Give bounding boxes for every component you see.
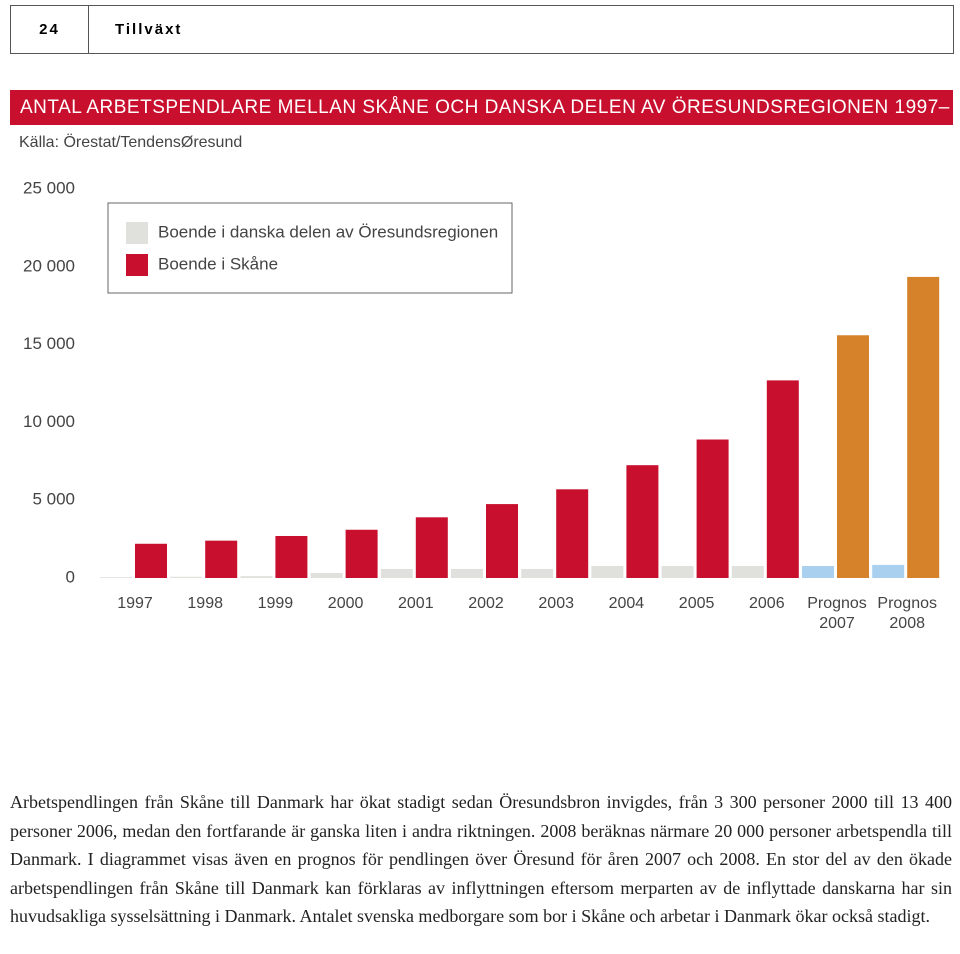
x-tick-label: 2005 bbox=[678, 595, 715, 612]
bar bbox=[135, 543, 167, 578]
bar bbox=[451, 568, 483, 578]
chart-title: ANTAL ARBETSPENDLARE MELLAN SKÅNE OCH DA… bbox=[10, 90, 953, 153]
bar bbox=[345, 529, 378, 578]
x-tick-label: 1998 bbox=[187, 595, 223, 612]
y-tick-label: 0 bbox=[66, 567, 75, 586]
legend-label: Boende i Skåne bbox=[158, 254, 278, 273]
y-tick-label: 5 000 bbox=[32, 490, 75, 509]
bar bbox=[661, 566, 694, 578]
x-tick-label: 2002 bbox=[468, 595, 504, 612]
bar bbox=[310, 573, 343, 578]
y-tick-label: 25 000 bbox=[23, 178, 75, 197]
bar bbox=[556, 489, 589, 578]
y-tick-label: 10 000 bbox=[23, 412, 75, 431]
y-tick-label: 15 000 bbox=[23, 334, 75, 353]
x-tick-label: 2001 bbox=[398, 595, 434, 612]
legend-swatch bbox=[126, 222, 148, 244]
x-tick-label: 2006 bbox=[749, 595, 785, 612]
bar bbox=[486, 504, 518, 578]
x-tick-label: 1997 bbox=[117, 595, 153, 612]
bar bbox=[872, 564, 905, 578]
bar bbox=[837, 335, 869, 578]
x-tick-label: 2000 bbox=[327, 595, 364, 612]
bar bbox=[696, 439, 729, 578]
bar bbox=[626, 465, 659, 578]
x-tick-label: 2004 bbox=[608, 595, 645, 612]
legend-box bbox=[107, 202, 513, 294]
legend-swatch bbox=[126, 254, 148, 276]
bar bbox=[415, 517, 448, 578]
bar bbox=[205, 540, 238, 578]
bar bbox=[521, 568, 554, 578]
bar bbox=[802, 566, 834, 578]
bar bbox=[100, 577, 132, 578]
bar bbox=[240, 576, 273, 578]
bar bbox=[591, 566, 624, 578]
bar bbox=[766, 380, 799, 578]
bar bbox=[907, 276, 940, 578]
bar bbox=[380, 568, 413, 578]
x-tick-label: 2003 bbox=[538, 595, 574, 612]
bar bbox=[731, 566, 764, 578]
bar bbox=[170, 576, 203, 578]
x-tick-label: 1999 bbox=[257, 595, 294, 612]
body-text: Arbetspendlingen från Skåne till Danmark… bbox=[10, 792, 952, 926]
bar bbox=[275, 535, 308, 578]
chart-subtitle: Källa: Örestat/TendensØresund bbox=[19, 134, 243, 151]
y-tick-label: 20 000 bbox=[23, 256, 75, 275]
x-tick-label: Prognos 2007 bbox=[807, 595, 867, 632]
x-tick-label: Prognos 2008 bbox=[877, 595, 937, 632]
legend-label: Boende i danska delen av Öresundsregione… bbox=[158, 222, 498, 241]
section-title: Tillväxt bbox=[88, 5, 954, 54]
